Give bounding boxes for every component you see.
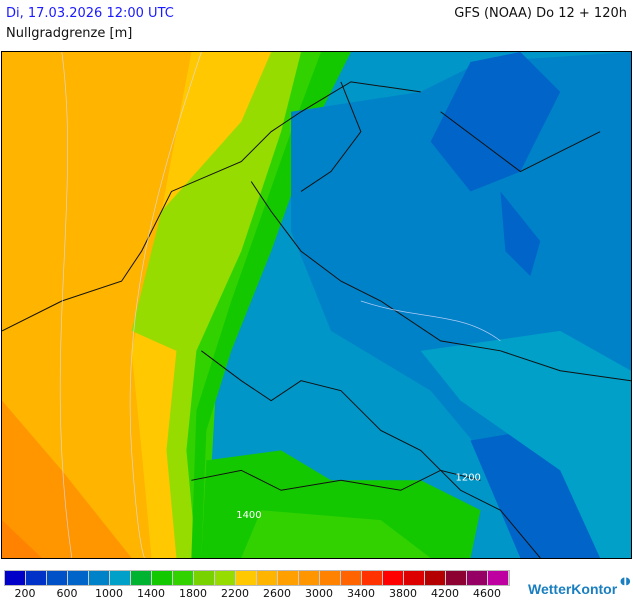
legend-swatch bbox=[5, 571, 26, 585]
legend-label: 1800 bbox=[179, 587, 207, 600]
color-scale-legend bbox=[4, 570, 510, 586]
legend-swatch bbox=[236, 571, 257, 585]
legend-swatch bbox=[278, 571, 299, 585]
legend-label: 1400 bbox=[137, 587, 165, 600]
legend-swatch bbox=[467, 571, 488, 585]
parameter-title: Nullgradgrenze [m] bbox=[6, 26, 133, 41]
legend-label: 2600 bbox=[263, 587, 291, 600]
legend-label: 3800 bbox=[389, 587, 417, 600]
legend-swatch bbox=[257, 571, 278, 585]
legend-label: 3000 bbox=[305, 587, 333, 600]
legend-swatch bbox=[131, 571, 152, 585]
legend-swatch bbox=[194, 571, 215, 585]
legend-label: 3400 bbox=[347, 587, 375, 600]
legend-swatch bbox=[299, 571, 320, 585]
legend-swatch bbox=[152, 571, 173, 585]
legend-swatch bbox=[26, 571, 47, 585]
legend-label: 1000 bbox=[95, 587, 123, 600]
contour-label: 1400 bbox=[236, 510, 261, 521]
wetterkontor-logo-icon: ◖◗ bbox=[620, 576, 631, 587]
freezing-level-map: 1200 1400 bbox=[1, 51, 632, 559]
legend-swatch bbox=[425, 571, 446, 585]
legend-swatch bbox=[68, 571, 89, 585]
legend-label: 2200 bbox=[221, 587, 249, 600]
legend-swatch bbox=[320, 571, 341, 585]
legend-label: 4600 bbox=[473, 587, 501, 600]
legend-swatch bbox=[404, 571, 425, 585]
legend-swatch bbox=[383, 571, 404, 585]
forecast-datetime: Di, 17.03.2026 12:00 UTC bbox=[6, 6, 174, 21]
legend-swatch bbox=[110, 571, 131, 585]
legend-swatch bbox=[341, 571, 362, 585]
legend-label: 200 bbox=[14, 587, 36, 600]
legend-swatch bbox=[488, 571, 509, 585]
legend-swatch bbox=[173, 571, 194, 585]
legend-swatch bbox=[89, 571, 110, 585]
legend-swatch bbox=[47, 571, 68, 585]
legend-swatch bbox=[446, 571, 467, 585]
legend-swatch bbox=[215, 571, 236, 585]
legend-label: 600 bbox=[56, 587, 78, 600]
legend-swatch bbox=[362, 571, 383, 585]
legend-label: 4200 bbox=[431, 587, 459, 600]
model-run: GFS (NOAA) Do 12 + 120h bbox=[454, 6, 627, 21]
wetterkontor-logo: WetterKontor bbox=[528, 581, 618, 597]
contour-label: 1200 bbox=[456, 472, 481, 483]
